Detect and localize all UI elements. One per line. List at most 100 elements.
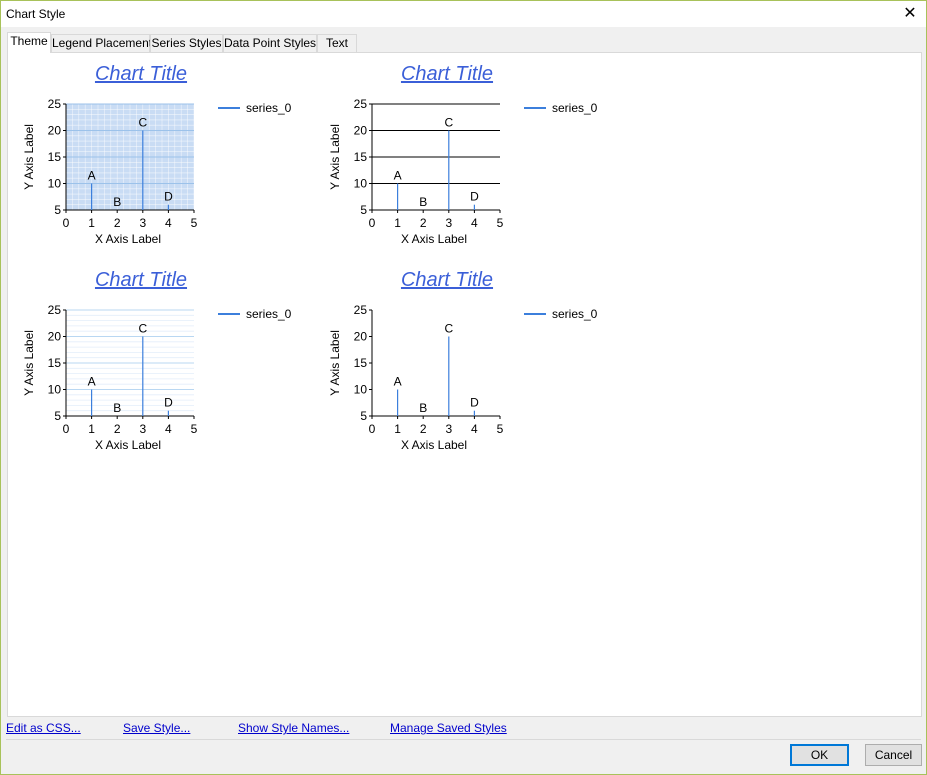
chart-title[interactable]: Chart Title	[94, 269, 188, 291]
data-label-c: C	[444, 322, 453, 336]
y-tick-label: 15	[48, 150, 62, 164]
y-tick-label: 10	[48, 177, 62, 191]
data-label-c: C	[138, 322, 147, 336]
x-axis-label: X Axis Label	[95, 438, 161, 452]
data-label-a: A	[394, 375, 402, 389]
x-axis-label: X Axis Label	[95, 232, 161, 246]
x-tick-label: 3	[139, 216, 146, 230]
legend-entry: series_0	[552, 101, 598, 115]
save-style-link[interactable]: Save Style...	[123, 721, 191, 735]
chart-title[interactable]: Chart Title	[94, 63, 188, 85]
y-tick-label: 20	[48, 124, 62, 138]
window-title: Chart Style	[6, 7, 66, 21]
x-tick-label: 2	[114, 422, 121, 436]
x-tick-label: 4	[471, 422, 478, 436]
data-label-d: D	[164, 190, 173, 204]
y-axis-label: Y Axis Label	[22, 330, 36, 396]
chart-svg[interactable]: 0 1 2 3 4 5 5 10 15 20 25 X Axis Label Y Axis Label A…	[324, 269, 624, 469]
data-label-b: B	[113, 401, 121, 415]
data-label-a: A	[88, 169, 96, 183]
x-tick-label: 0	[369, 216, 376, 230]
x-tick-label: 4	[165, 216, 172, 230]
cancel-button-label: Cancel	[874, 748, 913, 762]
x-tick-label: 1	[394, 422, 401, 436]
y-tick-label: 15	[354, 150, 368, 164]
x-tick-label: 2	[114, 216, 121, 230]
ok-button[interactable]: OK	[790, 744, 849, 766]
data-label-c: C	[138, 116, 147, 130]
y-tick-label: 20	[354, 124, 368, 138]
y-tick-label: 10	[354, 177, 368, 191]
x-axis-label: X Axis Label	[401, 232, 467, 246]
legend-entry: series_0	[246, 307, 292, 321]
x-tick-label: 5	[191, 422, 198, 436]
legend-entry: series_0	[552, 307, 598, 321]
chart-svg[interactable]: 0 1 2 3 4 5 5 10 15 20 25 X Axis Label Y Axis Label A…	[18, 63, 318, 263]
data-label-b: B	[419, 401, 427, 415]
x-tick-label: 2	[420, 216, 427, 230]
tab-data-point-styles[interactable]: Data Point Styles	[223, 34, 317, 53]
ok-button-label: OK	[810, 748, 829, 762]
x-tick-label: 2	[420, 422, 427, 436]
data-label-b: B	[419, 195, 427, 209]
x-tick-label: 3	[445, 216, 452, 230]
manage-saved-styles-link[interactable]: Manage Saved Styles	[390, 721, 507, 735]
tab-text[interactable]: Text	[317, 34, 357, 53]
y-tick-label: 5	[54, 203, 61, 217]
title-bar: Chart Style ✕	[1, 1, 926, 27]
y-tick-label: 25	[48, 97, 62, 111]
cancel-button[interactable]: Cancel	[865, 744, 922, 766]
y-axis-label: Y Axis Label	[328, 330, 342, 396]
data-label-b: B	[113, 195, 121, 209]
y-axis-label: Y Axis Label	[328, 124, 342, 190]
x-tick-label: 3	[139, 422, 146, 436]
y-tick-label: 25	[354, 97, 368, 111]
theme-preview-black-grid[interactable]: Chart Title 0 1 2 3 4 5 5 10 15 20 25 X Axis Label Y …	[324, 63, 624, 263]
x-tick-label: 4	[165, 422, 172, 436]
theme-panel: Chart Title 0 1 2 3 4 5 5 10 15 20 25 X Axis Label Y …	[7, 52, 922, 717]
edit-as-css-link[interactable]: Edit as CSS...	[6, 721, 81, 735]
chart-svg[interactable]: 0 1 2 3 4 5 5 10 15 20 25 X Axis Label Y Axis Label A…	[324, 63, 624, 263]
x-tick-label: 0	[63, 216, 70, 230]
theme-preview-filled-grid[interactable]: Chart Title 0 1 2 3 4 5 5 10 15 20 25 X Axis Label Y …	[18, 63, 318, 263]
x-tick-label: 1	[394, 216, 401, 230]
close-icon[interactable]: ✕	[903, 5, 917, 22]
tab-theme[interactable]: Theme	[7, 32, 51, 53]
data-label-d: D	[470, 190, 479, 204]
x-tick-label: 5	[497, 422, 504, 436]
y-tick-label: 5	[54, 409, 61, 423]
x-tick-label: 5	[497, 216, 504, 230]
tab-series-styles[interactable]: Series Styles	[150, 34, 223, 53]
x-tick-label: 0	[369, 422, 376, 436]
x-tick-label: 5	[191, 216, 198, 230]
y-tick-label: 5	[360, 203, 367, 217]
x-tick-label: 1	[88, 216, 95, 230]
y-tick-label: 25	[354, 303, 368, 317]
tab-legend-placement[interactable]: Legend Placement	[51, 34, 152, 53]
y-tick-label: 15	[48, 356, 62, 370]
y-tick-label: 15	[354, 356, 368, 370]
show-style-names-link[interactable]: Show Style Names...	[238, 721, 350, 735]
y-tick-label: 10	[48, 383, 62, 397]
theme-preview-plain[interactable]: Chart Title 0 1 2 3 4 5 5 10 15 20 25 X Axis Label Y …	[324, 269, 624, 469]
y-tick-label: 25	[48, 303, 62, 317]
data-label-d: D	[164, 396, 173, 410]
data-label-c: C	[444, 116, 453, 130]
data-label-a: A	[88, 375, 96, 389]
legend-entry: series_0	[246, 101, 292, 115]
x-tick-label: 1	[88, 422, 95, 436]
footer-divider	[6, 739, 921, 740]
data-label-d: D	[470, 396, 479, 410]
y-tick-label: 20	[354, 330, 368, 344]
chart-svg[interactable]: 0 1 2 3 4 5 5 10 15 20 25 X Axis Label Y Axis Label A…	[18, 269, 318, 469]
data-label-a: A	[394, 169, 402, 183]
theme-preview-light-grid[interactable]: Chart Title 0 1 2 3 4 5 5 10 15 20 25 X Axis Label Y …	[18, 269, 318, 469]
chart-title[interactable]: Chart Title	[400, 63, 494, 85]
chart-title[interactable]: Chart Title	[400, 269, 494, 291]
x-tick-label: 3	[445, 422, 452, 436]
y-tick-label: 20	[48, 330, 62, 344]
y-tick-label: 5	[360, 409, 367, 423]
link-bar: Edit as CSS... Save Style... Show Style …	[1, 720, 926, 736]
y-tick-label: 10	[354, 383, 368, 397]
